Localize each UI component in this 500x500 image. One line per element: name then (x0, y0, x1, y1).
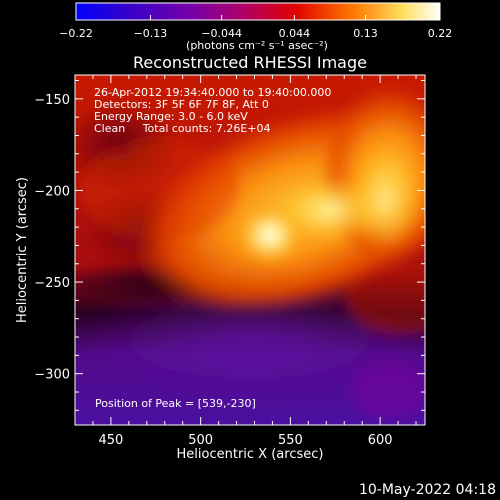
x-tick-label: 500 (188, 433, 213, 448)
heatmap-image (75, 75, 425, 425)
colorbar-tick-label: −0.22 (59, 27, 93, 40)
x-tick-label: 450 (98, 433, 123, 448)
x-tick-label: 600 (368, 433, 393, 448)
y-tick-label: −300 (34, 368, 70, 383)
colorbar-tick-label: 0.22 (428, 27, 453, 40)
colorbar (75, 2, 441, 21)
annotation-energy-range: Energy Range: 3.0 - 6.0 keV (94, 110, 248, 123)
y-tick-label: −250 (34, 276, 70, 291)
annotation-detectors: Detectors: 3F 5F 6F 7F 8F, Att 0 (94, 98, 269, 111)
y-tick-label: −150 (34, 93, 70, 108)
y-axis-label: Heliocentric Y (arcsec) (15, 177, 30, 323)
plot-frame (74, 74, 426, 426)
colorbar-tick-label: 0.13 (353, 27, 378, 40)
x-axis-label: Heliocentric X (arcsec) (177, 447, 324, 462)
y-tick-label: −200 (34, 184, 70, 199)
colorbar-tick-label: −0.13 (134, 27, 168, 40)
chart-title: Reconstructed RHESSI Image (133, 53, 367, 72)
colorbar-unit-label: (photons cm⁻² s⁻¹ asec⁻²) (186, 39, 328, 52)
colorbar-tick-label: −0.044 (201, 27, 242, 40)
x-tick-label: 550 (278, 433, 303, 448)
annotation-time-range: 26-Apr-2012 19:34:40.000 to 19:40:00.000 (94, 86, 331, 99)
annotation-clean-counts: Clean Total counts: 7.26E+04 (94, 122, 271, 135)
colorbar-ticks: −0.22 −0.13 −0.044 0.044 0.13 0.22 (59, 15, 452, 40)
colorbar-tick-label: 0.044 (279, 27, 311, 40)
annotation-block: 26-Apr-2012 19:34:40.000 to 19:40:00.000… (94, 86, 331, 135)
peak-position-label: Position of Peak = [539,-230] (95, 397, 256, 410)
axis-ticks: 450 500 550 600 −150 −200 −250 −300 (34, 75, 425, 448)
footer-timestamp: 10-May-2022 04:18 (359, 482, 496, 498)
